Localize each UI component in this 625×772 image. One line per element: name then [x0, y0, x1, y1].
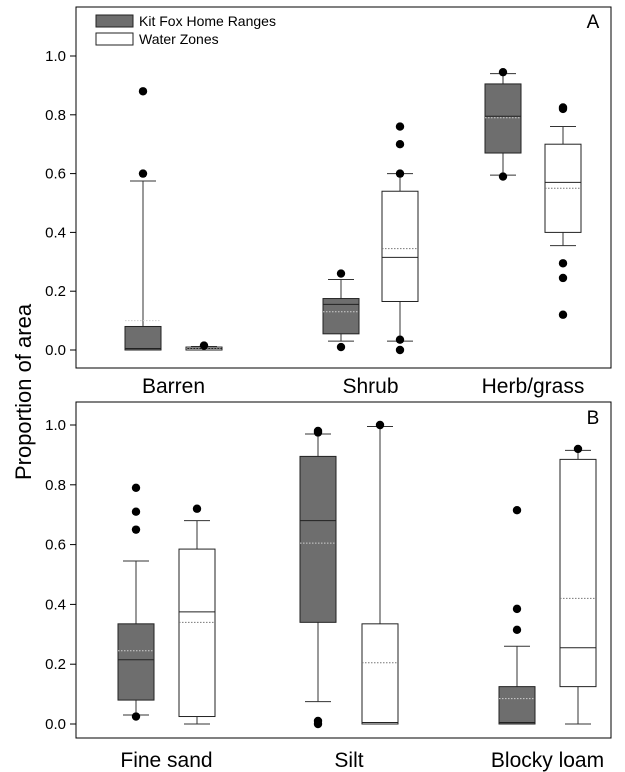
box-kit-fox-home-ranges-blocky-loam	[498, 506, 536, 725]
box-water-zones-herb-grass	[544, 103, 582, 319]
y-tick-label: 0.4	[45, 224, 66, 241]
box-water-zones-silt	[361, 420, 399, 725]
outlier-point	[192, 504, 202, 513]
box-water-zones-blocky-loam	[559, 444, 597, 725]
outlier-point	[313, 428, 323, 437]
box-kit-fox-home-ranges-barren	[124, 87, 162, 351]
y-tick-label: 0.0	[45, 342, 66, 359]
legend: Kit Fox Home Ranges Water Zones	[95, 13, 276, 47]
panel-letter: B	[587, 408, 600, 429]
outlier-point	[395, 140, 405, 149]
plot-frame	[75, 401, 612, 739]
category-label: Fine sand	[120, 749, 212, 772]
y-tick-label: 0.0	[45, 716, 66, 733]
box-kit-fox-home-ranges-silt	[299, 426, 337, 729]
outlier-point	[498, 67, 508, 77]
box-iqr	[124, 325, 162, 351]
outlier-point	[512, 625, 522, 635]
outlier-point	[336, 342, 346, 352]
category-label: Shrub	[342, 375, 398, 398]
legend-swatch	[95, 14, 134, 28]
y-axis-label: Proportion of area	[11, 303, 36, 480]
box-iqr	[322, 298, 360, 335]
outlier-point	[131, 525, 141, 534]
box-iqr	[178, 548, 216, 718]
category-label: Barren	[142, 375, 205, 398]
box-water-zones-barren	[185, 341, 223, 351]
category-label: Silt	[334, 749, 363, 772]
panel-a: 0.0 0.2 0.4 0.6 0.8 1.0 Barren Shrub Herb/grass A…	[45, 6, 612, 398]
y-tick-label: 0.6	[45, 166, 66, 183]
category-label: Blocky loam	[491, 749, 604, 772]
outlier-point	[558, 259, 568, 268]
outlier-point	[558, 104, 568, 114]
box-water-zones-fine-sand	[178, 504, 216, 725]
outlier-point	[395, 122, 405, 131]
outlier-point	[199, 341, 209, 350]
outlier-point	[558, 310, 568, 319]
y-tick-label: 0.8	[45, 107, 66, 124]
y-tick-label: 1.0	[45, 417, 66, 434]
box-iqr	[498, 686, 536, 725]
box-kit-fox-home-ranges-shrub	[322, 269, 360, 352]
outlier-point	[512, 604, 522, 614]
plot-frame	[75, 6, 612, 369]
y-tick-label: 0.8	[45, 477, 66, 494]
outlier-point	[558, 273, 568, 283]
y-tick-label: 0.4	[45, 596, 66, 613]
outlier-point	[375, 420, 385, 430]
outlier-point	[313, 719, 323, 729]
box-kit-fox-home-ranges-fine-sand	[117, 483, 155, 721]
box-water-zones-shrub	[381, 122, 419, 355]
legend-label: Kit Fox Home Ranges	[139, 13, 276, 29]
outlier-point	[573, 444, 583, 454]
outlier-point	[395, 335, 405, 344]
box-kit-fox-home-ranges-herb-grass	[484, 67, 522, 181]
outlier-point	[138, 169, 148, 178]
outlier-point	[138, 87, 148, 96]
outlier-point	[512, 506, 522, 515]
outlier-point	[131, 507, 141, 516]
panel-b: 0.0 0.2 0.4 0.6 0.8 1.0 Fine sand Silt Blocky lo…	[45, 401, 612, 772]
y-tick-label: 0.6	[45, 537, 66, 554]
box-iqr	[381, 190, 419, 302]
legend-label: Water Zones	[139, 31, 219, 47]
box-iqr	[484, 83, 522, 154]
legend-swatch	[95, 32, 134, 46]
y-tick-label: 0.2	[45, 283, 66, 300]
outlier-point	[131, 483, 141, 492]
box-iqr	[559, 458, 597, 688]
box-iqr	[117, 623, 155, 701]
y-tick-label: 0.2	[45, 656, 66, 673]
outlier-point	[395, 169, 405, 178]
y-tick-label: 1.0	[45, 48, 66, 65]
outlier-point	[336, 269, 346, 278]
outlier-point	[395, 345, 405, 355]
outlier-point	[131, 712, 141, 721]
outlier-point	[498, 172, 508, 181]
category-label: Herb/grass	[482, 375, 585, 398]
box-iqr	[299, 455, 337, 623]
box-iqr	[361, 623, 399, 725]
panel-letter: A	[587, 12, 600, 33]
